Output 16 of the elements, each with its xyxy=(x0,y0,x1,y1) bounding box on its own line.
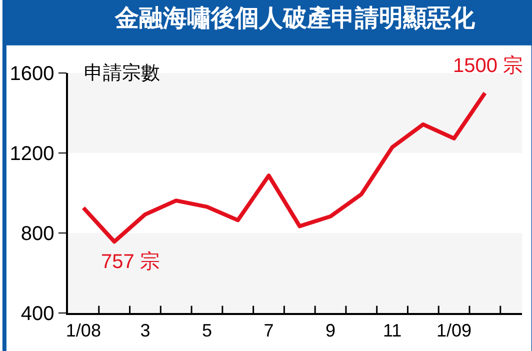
y-axis-title: 申請宗數 xyxy=(84,62,160,84)
x-tick-label: 1/08 xyxy=(66,320,101,340)
y-tick-label: 1200 xyxy=(10,143,54,165)
x-tick-label: 5 xyxy=(202,320,212,340)
line-series xyxy=(81,91,487,244)
annotation: 1500 宗 xyxy=(453,54,524,77)
chart-title: 金融海嘯後個人破產申請明顯惡化 xyxy=(114,5,476,32)
x-tick-label: 1/09 xyxy=(436,320,472,340)
y-tick-label: 400 xyxy=(20,303,54,325)
y-tick-label: 1600 xyxy=(10,63,54,85)
x-tick-label: 7 xyxy=(264,320,274,340)
x-tick-label: 9 xyxy=(326,320,336,340)
x-tick-label: 11 xyxy=(382,320,402,340)
y-tick-label: 800 xyxy=(20,223,54,245)
annotation: 757 宗 xyxy=(101,250,160,273)
x-tick-label: 3 xyxy=(140,320,150,340)
